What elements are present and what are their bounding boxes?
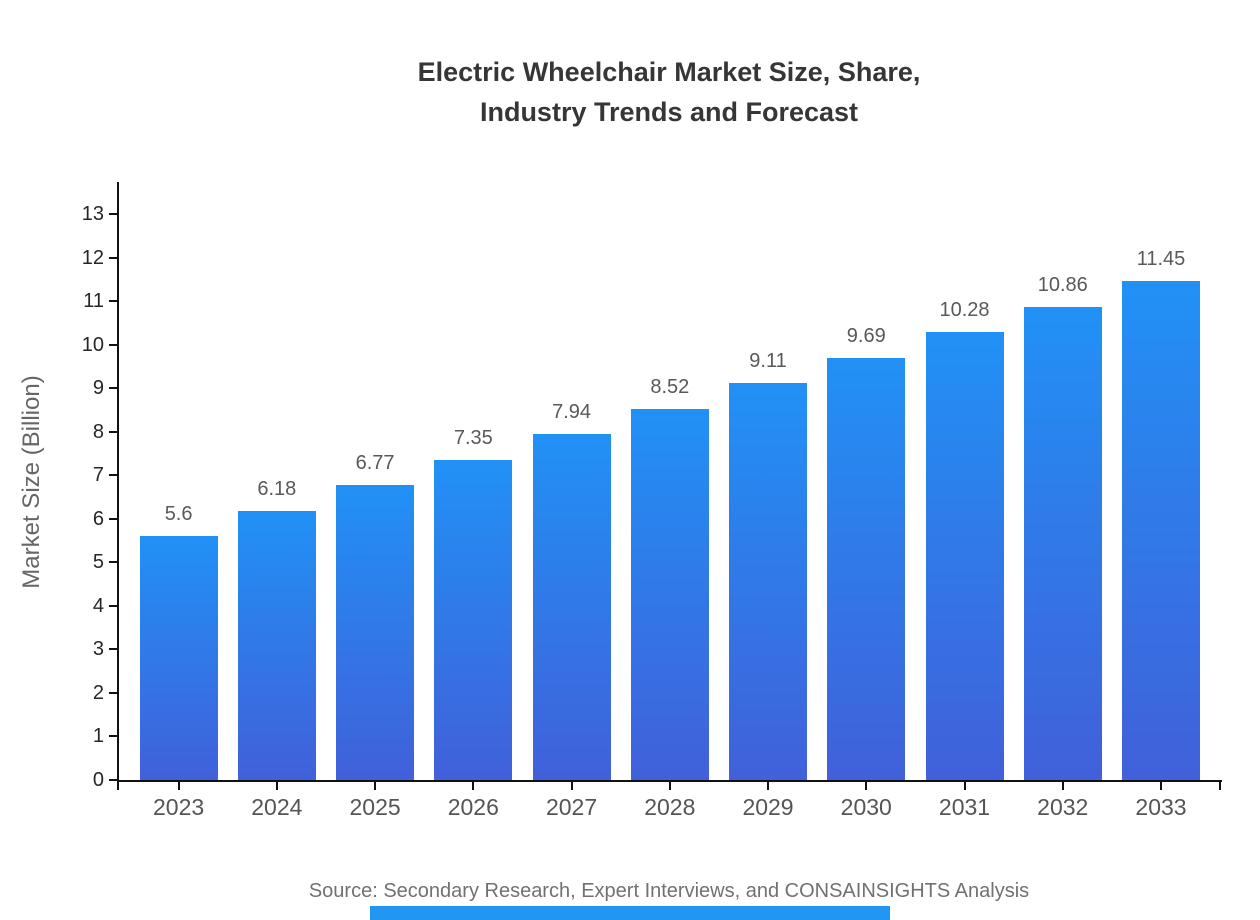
bar-value-label: 9.69 [846,325,886,348]
x-axis-tick [1061,781,1064,790]
bar-2023[interactable] [139,536,218,780]
bar-2033[interactable] [1122,281,1200,780]
bar-value-label: 9.11 [749,350,787,373]
y-axis-tick-label: 8 [92,420,104,443]
y-axis-tick-label: 2 [92,681,104,704]
x-axis-category-label: 2032 [1037,794,1089,820]
chart-title-line1: Electric Wheelchair Market Size, Share, [417,57,921,87]
y-axis-tick [109,343,118,346]
brand-footer-bar [370,906,890,920]
bar-2026[interactable] [434,459,513,780]
x-axis-category-label: 2028 [644,794,696,820]
y-axis-tick-label: 3 [92,638,104,661]
x-axis-tick [767,781,770,790]
y-axis-tick [109,735,118,738]
x-axis-tick [668,781,671,790]
y-axis-tick-label: 9 [92,377,104,400]
bar-value-label: 8.52 [650,376,690,399]
x-axis-category-label: 2027 [545,794,598,820]
x-axis-end-tick [1219,781,1221,790]
bar-2024[interactable] [237,510,316,780]
bar-value-label: 6.77 [355,452,395,475]
y-axis-label: Market Size (Billion) [18,375,45,589]
y-axis-tick-label: 6 [92,507,104,530]
x-axis-tick [472,781,475,790]
x-axis-category-label: 2026 [447,794,499,820]
x-axis-tick [865,781,868,790]
y-axis-tick [109,474,118,477]
y-axis-tick [109,517,118,520]
y-axis-tick-label: 7 [92,464,104,487]
y-axis-line [117,182,119,782]
bar-2032[interactable] [1023,307,1102,780]
y-axis-tick [109,561,118,564]
chart-title: Electric Wheelchair Market Size, Share, … [78,52,1260,132]
bar-2028[interactable] [630,409,709,780]
bar-2029[interactable] [729,383,808,780]
x-axis-tick [570,781,573,790]
y-axis-tick [109,604,118,607]
y-axis-tick [109,213,118,215]
y-axis-tick-label: 4 [92,594,104,617]
y-axis-tick-label: 11 [83,290,104,313]
x-axis-category-label: 2029 [742,794,794,820]
y-axis-tick [109,387,118,390]
y-axis-tick-label: 0 [92,769,104,791]
y-axis-tick-label: 10 [81,333,104,356]
bar-value-label: 10.86 [1037,274,1088,297]
x-axis-category-label: 2024 [251,794,303,820]
x-axis-category-label: 2031 [938,794,991,820]
bar-value-label: 6.18 [257,477,297,500]
bar-2025[interactable] [336,485,415,780]
x-axis-category-label: 2030 [840,794,892,820]
bar-2031[interactable] [925,332,1004,780]
y-axis-tick-label: 12 [81,246,104,269]
x-axis-category-label: 2023 [153,794,205,820]
bar-2027[interactable] [532,434,611,780]
x-axis-end-tick [117,781,119,790]
y-axis-tick [109,691,118,694]
x-axis-tick [374,781,377,790]
chart-title-line2: Industry Trends and Forecast [479,97,859,127]
source-note: Source: Secondary Research, Expert Inter… [308,880,1030,902]
bar-value-label: 7.35 [453,426,493,449]
x-axis-tick [177,781,180,790]
x-axis-tick [275,781,278,790]
bar-value-label: 5.6 [164,503,193,526]
y-axis-tick-label: 1 [92,725,104,748]
y-axis-tick [109,648,118,651]
bar-value-label: 10.28 [939,299,990,322]
y-axis-tick-label: 5 [92,551,104,574]
y-axis-tick [109,430,118,433]
bar-value-label: 7.94 [552,401,592,424]
y-axis-tick [109,300,118,303]
y-axis-tick-label: 13 [81,203,104,225]
x-axis-tick [963,781,966,790]
x-axis-tick [1160,781,1162,790]
bar-value-label: 11.45 [1136,248,1186,271]
bar-2030[interactable] [827,358,906,780]
y-axis-tick [109,256,118,259]
x-axis-category-label: 2025 [349,794,401,820]
x-axis-category-label: 2033 [1135,794,1187,820]
y-axis-tick [109,779,118,781]
